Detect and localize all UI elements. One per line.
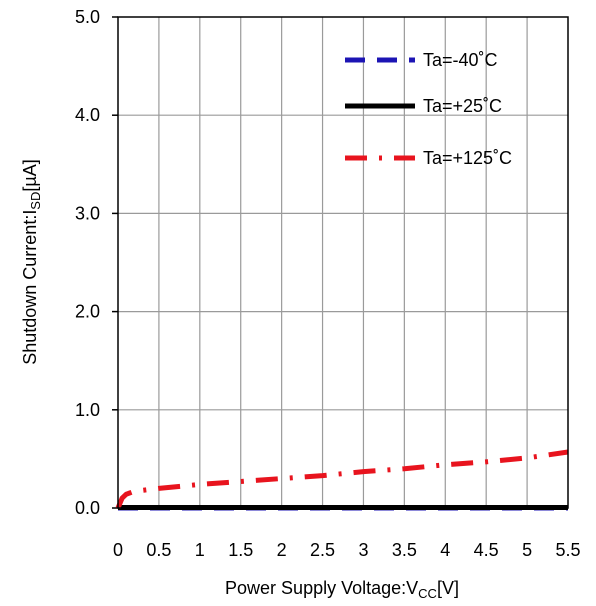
grid xyxy=(118,17,568,508)
x-tick-label: 1 xyxy=(195,540,205,560)
y-tick-label: 0.0 xyxy=(75,498,100,518)
x-tick-label: 3.5 xyxy=(392,540,417,560)
y-tick-label: 3.0 xyxy=(75,203,100,223)
x-tick-label: 2 xyxy=(277,540,287,560)
y-tick-label: 5.0 xyxy=(75,7,100,27)
y-tick-labels: 0.0 1.0 2.0 3.0 4.0 5.0 xyxy=(75,7,100,518)
x-tick-label: 3 xyxy=(358,540,368,560)
x-tick-label: 1.5 xyxy=(228,540,253,560)
x-tick-label: 5 xyxy=(522,540,532,560)
legend: Ta=-40˚C Ta=+25˚C Ta=+125˚C xyxy=(345,50,512,168)
x-tick-label: 4 xyxy=(440,540,450,560)
y-tick-label: 4.0 xyxy=(75,105,100,125)
y-tick-label: 1.0 xyxy=(75,400,100,420)
plot-border xyxy=(117,16,569,509)
x-tick-label: 5.5 xyxy=(555,540,580,560)
y-tick-label: 2.0 xyxy=(75,302,100,322)
x-tick-label: 2.5 xyxy=(310,540,335,560)
x-tick-labels: 0 0.5 1 1.5 2 2.5 3 3.5 4 4.5 5 5.5 xyxy=(113,540,581,560)
x-axis-label: Power Supply Voltage:VCC[V] xyxy=(225,578,459,601)
series-line xyxy=(115,449,569,509)
plot-frame xyxy=(112,16,569,509)
legend-label: Ta=+125˚C xyxy=(423,148,512,168)
x-tick-label: 0.5 xyxy=(146,540,171,560)
series-lines xyxy=(115,449,569,511)
legend-label: Ta=-40˚C xyxy=(423,50,498,70)
y-axis-label: Shutdown Current:ISD[µA] xyxy=(20,159,43,365)
legend-label: Ta=+25˚C xyxy=(423,96,502,116)
x-tick-label: 0 xyxy=(113,540,123,560)
x-tick-label: 4.5 xyxy=(474,540,499,560)
